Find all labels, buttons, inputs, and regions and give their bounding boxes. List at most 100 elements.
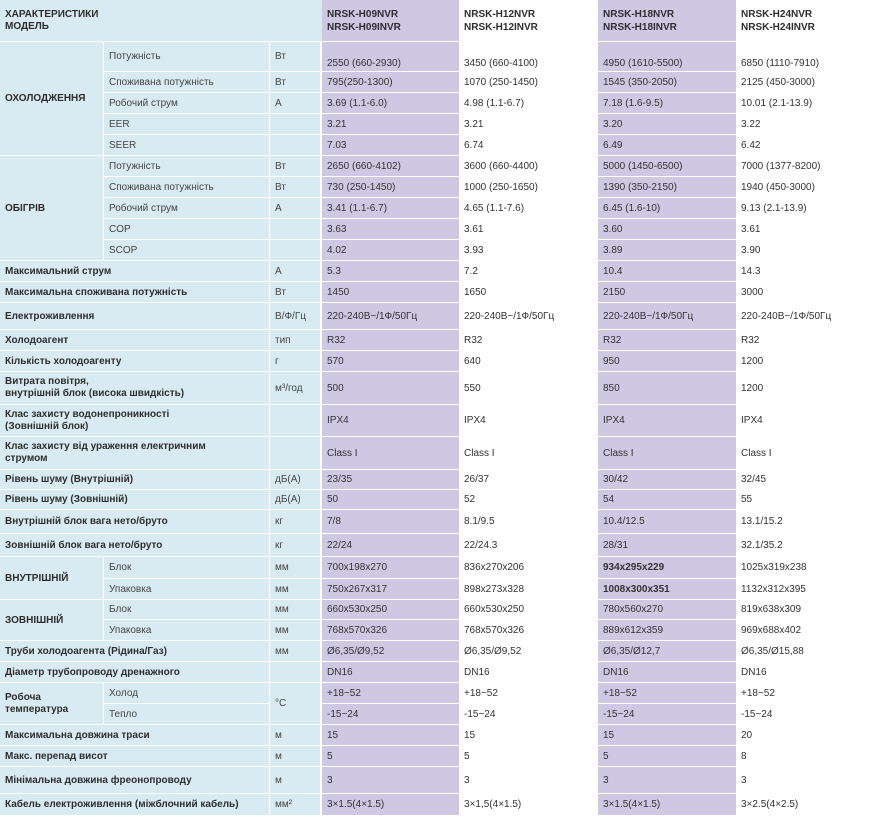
value-cell: 3 — [736, 767, 874, 794]
table-row: EER 3.21 3.21 3.20 3.22 — [0, 114, 874, 135]
title-line2: МОДЕЛЬ — [5, 20, 49, 32]
value-cell: 15 — [459, 725, 598, 746]
row-unit — [270, 437, 322, 470]
row-label-line: Витрата повітря, — [5, 376, 89, 387]
value-cell: 3×1,5(4×1.5) — [459, 794, 598, 816]
value-cell: 26/37 — [459, 470, 598, 490]
model-header-3: NRSK-H18NVR NRSK-H18INVR — [598, 0, 736, 42]
table-row: Клас захисту від ураження електричним ст… — [0, 437, 874, 470]
value-cell: 889x612x359 — [598, 620, 736, 641]
value-cell: +18~52 — [736, 683, 874, 704]
value-cell: 3.21 — [322, 114, 459, 135]
value-cell: 3.90 — [736, 240, 874, 261]
row-label-line: Клас захисту від ураження електричним — [5, 441, 206, 452]
value-cell: +18~52 — [459, 683, 598, 704]
row-unit — [270, 405, 322, 437]
value-cell: 3×2.5(4×2.5) — [736, 794, 874, 816]
row-label: Клас захисту від ураження електричним ст… — [0, 437, 270, 470]
value-cell: 6850 (1110-7910) — [736, 42, 874, 72]
value-cell: 550 — [459, 372, 598, 405]
group-label-line: температура — [5, 703, 69, 715]
table-row: ОБІГРІВ Потужність Вт 2650 (660-4102) 36… — [0, 156, 874, 261]
value-cell: 836x270x206 — [459, 557, 598, 579]
value-cell: 3.69 (1.1-6.0) — [322, 93, 459, 114]
row-unit: мм — [270, 579, 322, 600]
value-cell: 10.01 (2.1-13.9) — [736, 93, 874, 114]
value-cell: 7.03 — [322, 135, 459, 156]
table-row: ЗОВНІШНІЙ Блок мм 660x530x250 660x530x25… — [0, 600, 874, 641]
row-unit: °C — [270, 683, 322, 725]
value-cell: 2550 (660-2930) — [322, 42, 459, 72]
value-cell: 220-240В~/1Ф/50Гц — [598, 303, 736, 330]
value-cell: R32 — [736, 330, 874, 351]
value-cell: 32/45 — [736, 470, 874, 490]
value-cell: 934x295x229 — [598, 557, 736, 579]
value-cell: Class I — [459, 437, 598, 470]
value-cell: 1000 (250-1650) — [459, 177, 598, 198]
value-cell: 640 — [459, 351, 598, 372]
value-cell: 13.1/15.2 — [736, 510, 874, 534]
value-cell: 220-240В~/1Ф/50Гц — [322, 303, 459, 330]
table-row: Труби холодоагента (Рідина/Газ) мм Ø6,35… — [0, 641, 874, 662]
row-label: Кабель електроживлення (міжблочний кабел… — [0, 794, 270, 816]
table-title: ХАРАКТЕРИСТИКИ МОДЕЛЬ — [0, 0, 322, 42]
value-cell: 54 — [598, 490, 736, 510]
table-row: Максимальна довжина траси м 15 15 15 20 — [0, 725, 874, 746]
value-cell: 3×1.5(4×1.5) — [322, 794, 459, 816]
row-unit: мм — [270, 557, 322, 579]
value-cell: 3.20 — [598, 114, 736, 135]
row-label: Витрата повітря, внутрішній блок (висока… — [0, 372, 270, 405]
row-label: Холодоагент — [0, 330, 270, 351]
value-cell: 220-240В~/1Ф/50Гц — [459, 303, 598, 330]
row-label: SCOP — [104, 240, 270, 261]
row-unit: кг — [270, 534, 322, 557]
value-cell: 50 — [322, 490, 459, 510]
header-row: ХАРАКТЕРИСТИКИ МОДЕЛЬ NRSK-H09NVR NRSK-H0… — [0, 0, 874, 42]
value-cell: IPX4 — [322, 405, 459, 437]
value-cell: 3600 (660-4400) — [459, 156, 598, 177]
row-label: Рівень шуму (Внутрішній) — [0, 470, 270, 490]
row-unit: дБ(А) — [270, 490, 322, 510]
value-cell: 7000 (1377-8200) — [736, 156, 874, 177]
value-cell: 20 — [736, 725, 874, 746]
value-cell: R32 — [598, 330, 736, 351]
value-cell: 3×1.5(4×1.5) — [598, 794, 736, 816]
value-cell: 32.1/35.2 — [736, 534, 874, 557]
table-row: Максимальна споживана потужність Вт 1450… — [0, 282, 874, 303]
table-row: Споживана потужність Вт 795(250-1300) 10… — [0, 72, 874, 93]
table-row: Упаковка мм 768x570x326 768x570x326 889x… — [0, 620, 874, 641]
table-row: COP 3.63 3.61 3.60 3.61 — [0, 219, 874, 240]
value-cell: 1200 — [736, 372, 874, 405]
model-header-2: NRSK-H12NVR NRSK-H12INVR — [459, 0, 598, 42]
row-unit: дБ(А) — [270, 470, 322, 490]
row-unit: г — [270, 351, 322, 372]
value-cell: -15~24 — [736, 704, 874, 725]
row-label: Потужність — [104, 156, 270, 177]
value-cell: 3.22 — [736, 114, 874, 135]
row-unit: Вт — [270, 42, 322, 72]
value-cell: 3.89 — [598, 240, 736, 261]
table-row: Холодоагент тип R32 R32 R32 R32 — [0, 330, 874, 351]
model-header-4: NRSK-H24NVR NRSK-H24INVR — [736, 0, 874, 42]
table-row: ОХОЛОДЖЕННЯ Потужність Вт 2550 (660-2930… — [0, 42, 874, 156]
value-cell: 1070 (250-1450) — [459, 72, 598, 93]
value-cell: 660x530x250 — [322, 600, 459, 620]
table-row: Робочий струм А 3.69 (1.1-6.0) 4.98 (1.1… — [0, 93, 874, 114]
table-row: Мінімальна довжина фреонопроводу м 3 3 3… — [0, 767, 874, 794]
worktemp-group-label: Робоча температура — [0, 683, 104, 725]
cooling-group-label: ОХОЛОДЖЕННЯ — [0, 42, 104, 156]
row-label: Максимальна довжина траси — [0, 725, 270, 746]
row-label: Максимальний струм — [0, 261, 270, 282]
table-row: Кабель електроживлення (міжблочний кабел… — [0, 794, 874, 816]
table-row: Споживана потужність Вт 730 (250-1450) 1… — [0, 177, 874, 198]
value-cell: 55 — [736, 490, 874, 510]
value-cell: IPX4 — [598, 405, 736, 437]
value-cell: 700x198x270 — [322, 557, 459, 579]
value-cell: 6.42 — [736, 135, 874, 156]
value-cell: 5 — [459, 746, 598, 767]
value-cell: 52 — [459, 490, 598, 510]
row-label: Упаковка — [104, 620, 270, 641]
row-unit — [270, 135, 322, 156]
value-cell: 795(250-1300) — [322, 72, 459, 93]
